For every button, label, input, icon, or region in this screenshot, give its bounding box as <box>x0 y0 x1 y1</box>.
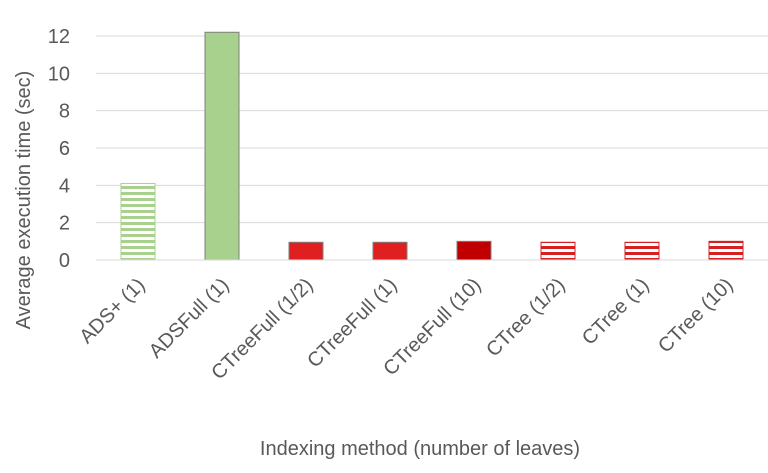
bar <box>288 241 324 261</box>
bar <box>456 240 492 261</box>
y-tick-label: 8 <box>59 101 70 123</box>
x-axis-label: Indexing method (number of leaves) <box>260 438 580 460</box>
y-tick-label: 4 <box>59 175 70 197</box>
bar <box>708 240 744 261</box>
bar <box>624 241 660 261</box>
bar <box>120 182 156 261</box>
x-tick-label: ADS+ (1) <box>75 274 149 348</box>
x-tick-label: CTree (1) <box>578 274 654 350</box>
y-axis-label: Average execution time (sec) <box>13 71 35 330</box>
y-tick-label: 6 <box>59 138 70 160</box>
bar <box>540 241 576 261</box>
x-tick-label: ADSFull (1) <box>145 274 234 363</box>
bar <box>372 241 408 261</box>
y-tick-label: 2 <box>59 213 70 235</box>
bar <box>204 31 240 261</box>
y-tick-label: 10 <box>48 63 70 85</box>
y-tick-label: 0 <box>59 250 70 272</box>
x-tick-label: CTree (10) <box>654 274 737 357</box>
x-tick-label: CTree (1/2) <box>482 274 569 361</box>
y-tick-label: 12 <box>48 26 70 48</box>
